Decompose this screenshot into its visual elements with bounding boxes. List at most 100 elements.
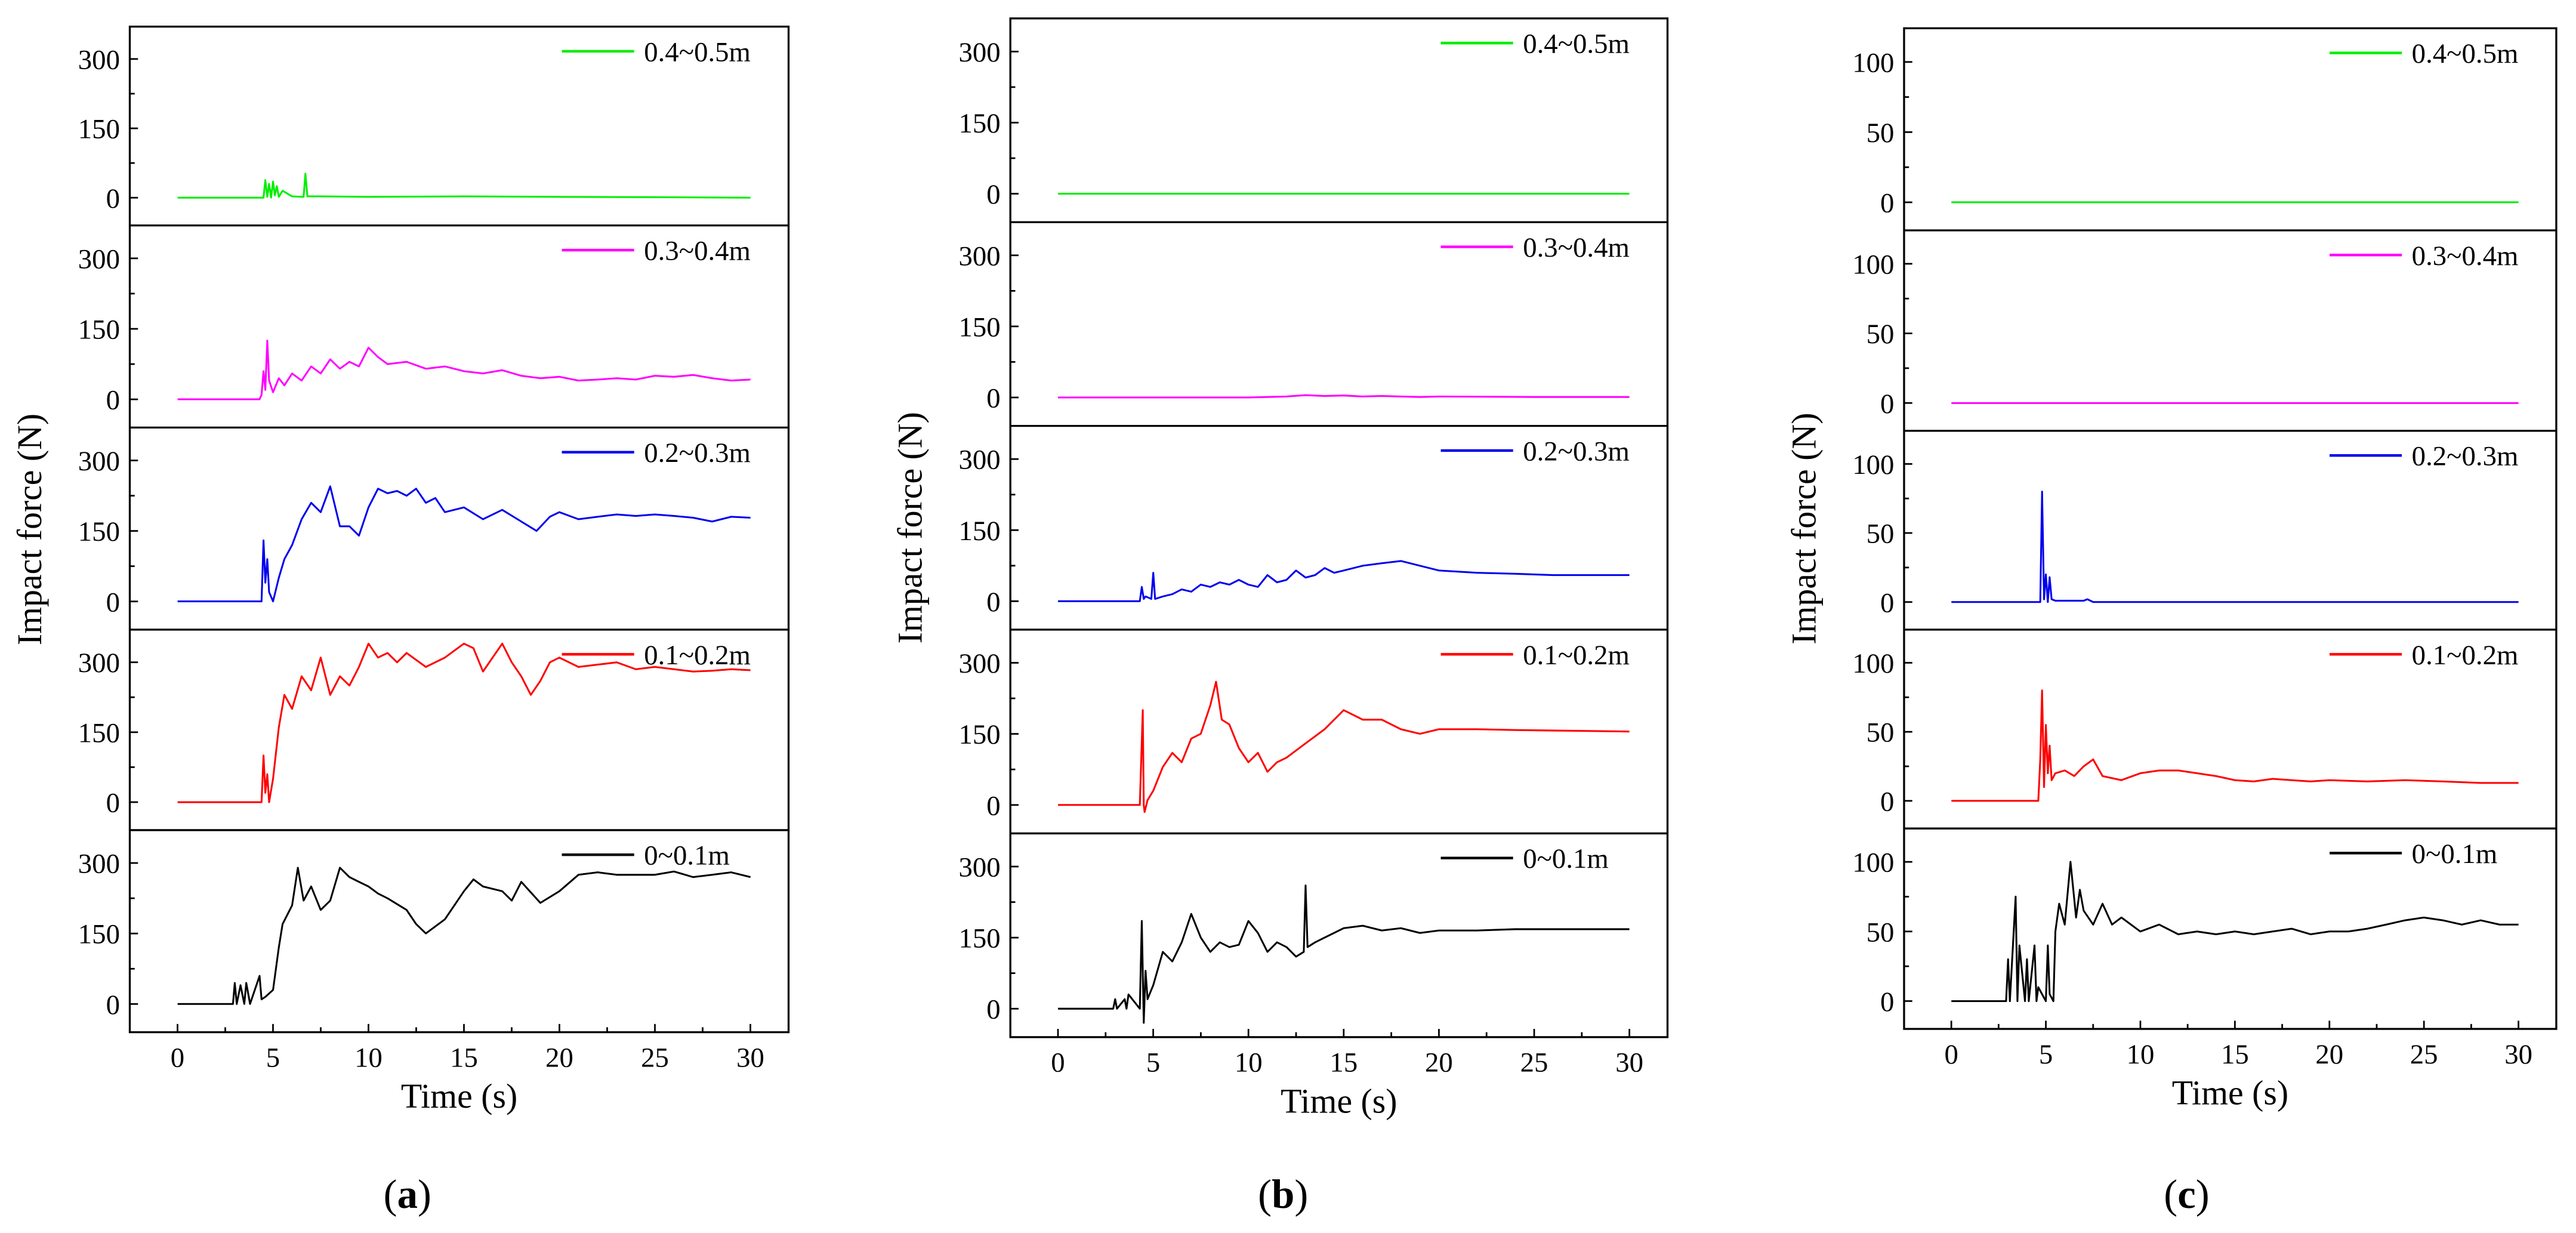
- y-tick-label: 50: [1867, 118, 1895, 149]
- y-tick-label: 300: [958, 37, 1000, 68]
- y-tick-label: 100: [1852, 648, 1894, 679]
- y-tick-label: 150: [78, 114, 120, 145]
- legend-label: 0~0.1m: [644, 840, 730, 871]
- subplot: 0 150 300 0.3~0.4m: [958, 232, 1668, 427]
- x-tick-label: 20: [1425, 1047, 1453, 1078]
- legend-label: 0.3~0.4m: [1523, 232, 1630, 263]
- legend-label: 0.4~0.5m: [2412, 38, 2519, 69]
- subplot: 0 150 300 0.2~0.3m: [958, 436, 1668, 631]
- legend-label: 0.4~0.5m: [644, 36, 751, 67]
- y-tick-label: 50: [1867, 917, 1895, 948]
- y-axis-title: Impact force (N): [891, 412, 930, 643]
- x-tick-label: 15: [450, 1042, 478, 1073]
- series-line: [1058, 680, 1630, 813]
- x-tick-label: 25: [2410, 1039, 2438, 1070]
- series-line: [1058, 560, 1630, 602]
- series-line: [177, 642, 751, 803]
- y-tick-label: 0: [106, 587, 120, 618]
- subplot: 0 150 300 0~0.1m: [958, 843, 1630, 1025]
- legend-label: 0.1~0.2m: [2412, 640, 2519, 671]
- series-line: [1951, 689, 2519, 802]
- y-tick-label: 150: [78, 919, 120, 950]
- series-line: [1951, 491, 2519, 603]
- y-tick-label: 0: [1880, 987, 1894, 1018]
- x-tick-label: 25: [1520, 1047, 1548, 1078]
- x-tick-label: 20: [545, 1042, 573, 1073]
- plot-frame: [1009, 17, 1669, 1038]
- x-tick-label: 30: [1615, 1047, 1643, 1078]
- series-line: [177, 867, 751, 1005]
- y-tick-label: 100: [1852, 47, 1894, 78]
- plot-frame: [1903, 27, 2558, 1030]
- y-tick-label: 300: [958, 648, 1000, 679]
- y-tick-label: 50: [1867, 319, 1895, 350]
- legend-label: 0~0.1m: [2412, 839, 2498, 870]
- y-tick-label: 100: [1852, 847, 1894, 878]
- subplot: 0 50 100 0.2~0.3m: [1852, 441, 2556, 631]
- y-tick-label: 300: [78, 243, 120, 275]
- y-tick-label: 50: [1867, 519, 1895, 550]
- subplot: 0 150 300 0.3~0.4m: [78, 236, 789, 429]
- y-tick-label: 0: [1880, 187, 1894, 218]
- legend-label: 0.3~0.4m: [2412, 241, 2519, 272]
- legend-label: 0.3~0.4m: [644, 236, 751, 267]
- series-line: [1058, 394, 1630, 399]
- x-tick-label: 5: [266, 1042, 280, 1073]
- y-tick-label: 150: [958, 108, 1000, 139]
- y-tick-label: 150: [78, 516, 120, 547]
- x-tick-label: 0: [171, 1042, 184, 1073]
- y-tick-label: 150: [78, 315, 120, 346]
- y-tick-label: 0: [106, 183, 120, 214]
- y-tick-label: 150: [78, 717, 120, 748]
- y-tick-label: 0: [986, 587, 1000, 618]
- subplot: 0 150 300 0.2~0.3m: [78, 437, 789, 631]
- x-axis-title: Time (s): [401, 1077, 517, 1115]
- series-line: [177, 340, 751, 400]
- y-tick-label: 300: [78, 44, 120, 75]
- subplot: 0 150 300 0.4~0.5m: [78, 36, 789, 227]
- x-tick-label: 10: [354, 1042, 382, 1073]
- panel-label: (a): [384, 1172, 431, 1217]
- x-tick-label: 5: [1146, 1047, 1160, 1078]
- panel-label: (c): [2164, 1172, 2209, 1217]
- y-tick-label: 300: [958, 445, 1000, 476]
- subplot: 0 50 100 0~0.1m: [1852, 839, 2519, 1018]
- x-axis-title: Time (s): [1281, 1081, 1397, 1120]
- panel-label: (b): [1258, 1172, 1308, 1217]
- y-tick-label: 0: [986, 179, 1000, 210]
- subplot: 0 50 100 0.3~0.4m: [1852, 241, 2556, 432]
- x-axis-title: Time (s): [2172, 1074, 2288, 1112]
- plot-frame: [128, 25, 790, 1034]
- y-axis-title: Impact force (N): [1784, 413, 1823, 645]
- x-tick-label: 20: [2315, 1039, 2343, 1070]
- y-tick-label: 0: [1880, 587, 1894, 618]
- x-tick-label: 0: [1944, 1039, 1958, 1070]
- subplot: 0 50 100 0.4~0.5m: [1852, 38, 2556, 232]
- subplot: 0 150 300 0.1~0.2m: [958, 640, 1668, 835]
- legend-label: 0.4~0.5m: [1523, 29, 1630, 60]
- y-tick-label: 100: [1852, 249, 1894, 280]
- y-tick-label: 300: [958, 241, 1000, 272]
- y-tick-label: 300: [958, 852, 1000, 883]
- x-tick-label: 30: [2504, 1039, 2532, 1070]
- y-tick-label: 150: [958, 312, 1000, 343]
- y-tick-label: 0: [106, 788, 120, 819]
- y-tick-label: 0: [986, 383, 1000, 414]
- subplot: 0 50 100 0.1~0.2m: [1852, 640, 2556, 830]
- y-tick-label: 0: [1880, 389, 1894, 420]
- x-tick-label: 15: [1329, 1047, 1358, 1078]
- series-line: [1951, 861, 2519, 1003]
- y-tick-label: 0: [986, 790, 1000, 821]
- x-tick-label: 0: [1051, 1047, 1065, 1078]
- series-line: [177, 172, 751, 199]
- y-tick-label: 0: [106, 990, 120, 1021]
- legend-label: 0.2~0.3m: [644, 437, 751, 468]
- y-tick-label: 150: [958, 516, 1000, 547]
- x-tick-label: 10: [2127, 1039, 2155, 1070]
- y-axis-title: Impact force (N): [10, 414, 49, 645]
- legend-label: 0.2~0.3m: [2412, 441, 2519, 472]
- y-tick-label: 300: [78, 648, 120, 679]
